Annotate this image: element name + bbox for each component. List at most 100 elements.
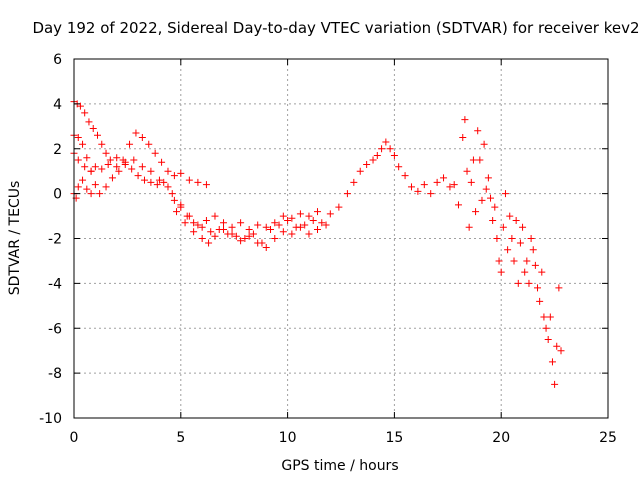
x-tick-label: 15 bbox=[385, 430, 403, 446]
data-point bbox=[194, 178, 202, 186]
data-point bbox=[164, 167, 172, 175]
data-point bbox=[508, 235, 516, 242]
data-point bbox=[382, 138, 390, 146]
data-point bbox=[237, 237, 245, 245]
data-point bbox=[305, 212, 313, 220]
data-point bbox=[395, 163, 403, 171]
data-point bbox=[173, 208, 181, 216]
data-point bbox=[378, 145, 386, 153]
data-point bbox=[138, 163, 146, 171]
data-point bbox=[296, 223, 304, 231]
data-point bbox=[98, 165, 106, 173]
data-point bbox=[145, 140, 153, 148]
data-point bbox=[534, 284, 542, 292]
data-point bbox=[181, 219, 189, 227]
data-point bbox=[121, 160, 129, 168]
data-point bbox=[350, 178, 358, 186]
x-tick-label: 10 bbox=[279, 430, 297, 446]
data-point bbox=[504, 246, 512, 254]
data-point bbox=[228, 230, 236, 238]
data-point bbox=[74, 183, 82, 191]
y-axis-label: SDTVAR / TECUs bbox=[7, 181, 23, 296]
data-point bbox=[512, 217, 520, 225]
data-point bbox=[194, 221, 202, 229]
data-point bbox=[220, 219, 228, 227]
x-axis-label: GPS time / hours bbox=[281, 458, 398, 474]
data-point bbox=[322, 221, 330, 229]
data-point bbox=[205, 239, 213, 247]
x-tick-labels: 0 5 10 15 20 25 bbox=[70, 430, 617, 446]
data-point bbox=[555, 284, 563, 292]
data-point bbox=[305, 230, 313, 238]
data-point bbox=[271, 235, 279, 242]
data-point bbox=[177, 169, 185, 177]
y-tick-label: -4 bbox=[48, 276, 62, 292]
data-point bbox=[271, 219, 279, 227]
data-point bbox=[482, 185, 490, 193]
data-point bbox=[132, 129, 140, 137]
data-point bbox=[158, 158, 166, 166]
data-point bbox=[128, 165, 136, 173]
data-point bbox=[76, 102, 84, 110]
data-point bbox=[104, 160, 112, 168]
data-point bbox=[318, 219, 326, 227]
data-point bbox=[155, 176, 163, 184]
data-point bbox=[296, 210, 304, 218]
data-point bbox=[373, 151, 381, 159]
y-tick-label: 6 bbox=[53, 52, 62, 68]
data-point bbox=[493, 235, 501, 242]
data-point bbox=[401, 172, 409, 180]
data-point bbox=[185, 212, 193, 220]
data-point bbox=[476, 156, 484, 164]
data-point bbox=[130, 156, 138, 164]
data-point bbox=[309, 217, 317, 225]
data-point bbox=[279, 212, 287, 220]
data-point bbox=[98, 140, 106, 148]
data-point bbox=[190, 219, 198, 227]
data-point bbox=[548, 358, 556, 366]
data-point bbox=[96, 190, 104, 198]
data-point bbox=[538, 268, 546, 276]
data-point bbox=[529, 246, 537, 254]
data-point bbox=[245, 232, 253, 240]
data-point bbox=[386, 145, 394, 153]
data-point bbox=[220, 226, 228, 234]
y-tick-labels: -10 -8 -6 -4 -2 0 2 4 6 bbox=[39, 52, 62, 427]
data-point bbox=[467, 178, 475, 186]
data-point bbox=[113, 163, 121, 171]
data-point bbox=[102, 183, 110, 191]
data-point bbox=[414, 187, 422, 195]
data-point bbox=[484, 174, 492, 182]
series-upper-track bbox=[70, 98, 210, 189]
series-second-track bbox=[70, 131, 322, 234]
data-point bbox=[459, 134, 467, 142]
y-tick-label: 2 bbox=[53, 142, 62, 158]
series-post-17h-scatter bbox=[450, 116, 565, 388]
data-point bbox=[267, 226, 275, 234]
data-point bbox=[106, 156, 114, 164]
data-point bbox=[326, 210, 334, 218]
data-point bbox=[487, 194, 495, 202]
data-point bbox=[185, 176, 193, 184]
series-third-track bbox=[70, 176, 330, 251]
data-point bbox=[87, 167, 95, 175]
data-point bbox=[113, 154, 121, 162]
data-point bbox=[557, 347, 565, 355]
data-point bbox=[254, 221, 262, 229]
data-point bbox=[79, 140, 87, 148]
data-point bbox=[140, 176, 148, 184]
data-point bbox=[147, 167, 155, 175]
data-point bbox=[74, 156, 82, 164]
data-point bbox=[542, 324, 550, 332]
data-point bbox=[102, 149, 110, 157]
data-point bbox=[190, 228, 198, 236]
data-point bbox=[463, 167, 471, 175]
data-point bbox=[284, 217, 292, 225]
y-tick-label: -6 bbox=[48, 321, 62, 337]
data-point bbox=[514, 279, 522, 287]
data-point bbox=[427, 190, 435, 198]
x-tick-label: 0 bbox=[70, 430, 79, 446]
data-point bbox=[495, 257, 503, 265]
data-point bbox=[501, 190, 509, 198]
